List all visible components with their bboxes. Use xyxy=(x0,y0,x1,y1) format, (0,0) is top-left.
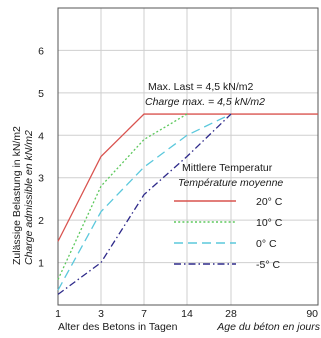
x-tick-label: 1 xyxy=(55,308,61,320)
x-axis-label-de: Alter des Betons in Tagen xyxy=(58,321,178,333)
y-tick-label: 6 xyxy=(38,45,44,57)
y-tick-label: 5 xyxy=(38,88,44,100)
plot-frame xyxy=(57,7,319,306)
x-tick-label: 28 xyxy=(225,308,237,320)
x-tick-label: 3 xyxy=(98,308,104,320)
y-tick-label: 2 xyxy=(38,215,44,227)
legend-title-de: Mittlere Temperatur xyxy=(182,162,273,174)
x-tick-label: 7 xyxy=(141,308,147,320)
y-tick-label: 4 xyxy=(38,130,44,142)
legend-entry-label: -5° C xyxy=(256,259,280,271)
legend: 20° C 10° C 0° C -5° C xyxy=(174,196,283,271)
x-tick-label: 14 xyxy=(181,308,193,320)
x-tick-labels: 1 3 7 14 28 90 xyxy=(55,308,318,320)
x-axis-label-fr: Age du béton en jours xyxy=(216,321,320,333)
y-tick-label: 1 xyxy=(38,258,44,270)
annotation-charge-max: Charge max. = 4,5 kN/m2 xyxy=(145,96,265,108)
legend-entry-label: 20° C xyxy=(256,196,283,208)
legend-title-fr: Température moyenne xyxy=(178,177,283,189)
series-line xyxy=(57,113,232,291)
y-tick-labels: 1 2 3 4 5 6 xyxy=(38,45,44,269)
series-lines xyxy=(57,113,318,295)
legend-entry-label: 0° C xyxy=(256,238,277,250)
legend-entry-label: 10° C xyxy=(256,217,283,229)
series-line xyxy=(57,113,188,280)
y-axis-label-fr: Charge admissible en kN/m2 xyxy=(23,130,35,265)
annotation-max-load: Max. Last = 4,5 kN/m2 xyxy=(148,81,253,93)
y-tick-label: 3 xyxy=(38,173,44,185)
y-axis-label-de: Zulässige Belastung in kN/m2 xyxy=(11,126,23,265)
x-tick-label: 90 xyxy=(306,308,318,320)
series-line xyxy=(57,113,232,295)
